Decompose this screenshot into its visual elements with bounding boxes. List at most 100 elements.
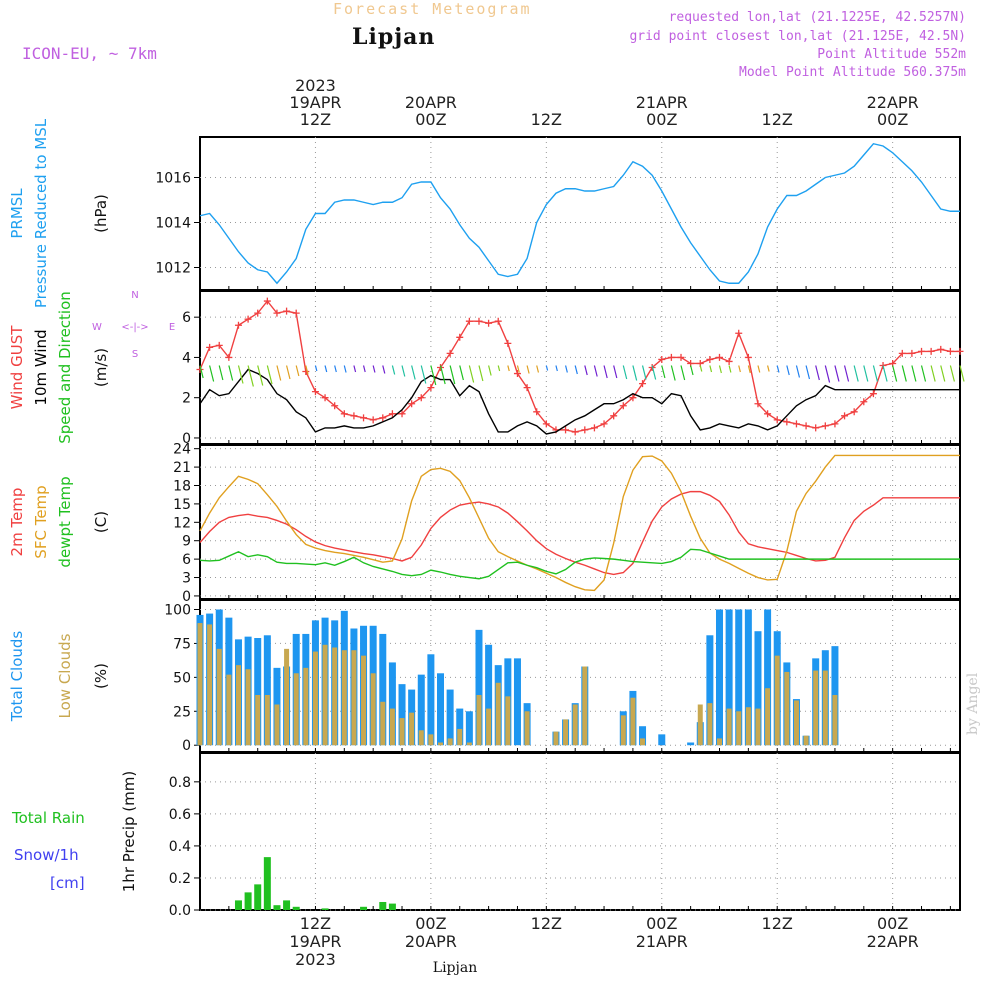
total-rain-bar: [244, 892, 252, 910]
gust-marker: [600, 420, 608, 428]
low-clouds-bar: [197, 623, 203, 746]
total-clouds-bar: [735, 609, 743, 746]
wind-arrow: [449, 365, 456, 385]
gust-marker: [802, 422, 810, 430]
low-clouds-bar: [322, 644, 328, 746]
top-time-tick-label: 12Z: [531, 110, 562, 129]
low-clouds-bar: [813, 670, 819, 746]
low-clouds-bar: [274, 704, 280, 746]
bottom-time-tick-label: 00Z: [646, 914, 677, 933]
wind-unit-label: (m/s): [92, 348, 110, 387]
gust-marker: [331, 402, 339, 410]
wind-arrow: [757, 365, 761, 373]
gust-marker: [821, 422, 829, 430]
gust-marker: [850, 408, 858, 416]
gust-marker: [311, 388, 319, 396]
location-title: Lipjan: [352, 24, 436, 50]
wind-arrow: [536, 365, 540, 373]
gust-marker: [590, 424, 598, 432]
total-rain-bar: [388, 903, 396, 910]
wind-axis-label: Wind GUST: [8, 325, 26, 410]
wind-arrow: [497, 365, 501, 372]
gust-marker: [773, 416, 781, 424]
top-time-tick-label: 21APR: [636, 93, 688, 112]
gust-marker: [446, 349, 454, 357]
gust-marker: [571, 428, 579, 436]
total-rain-bar: [234, 900, 242, 910]
gust-marker: [812, 424, 820, 432]
wind-arrow: [767, 365, 770, 372]
low-clouds-bar: [553, 731, 559, 746]
wind-arrow: [843, 365, 850, 382]
wind-frame: [199, 290, 961, 445]
total-clouds-bar: [263, 635, 271, 746]
low-clouds-bar: [447, 738, 453, 746]
precip-frame: [199, 752, 961, 911]
direction-key-w: W: [92, 322, 102, 333]
gust-marker: [427, 384, 435, 392]
top-time-tick-label: 00Z: [877, 110, 908, 129]
low-clouds-bar: [495, 682, 501, 746]
grid-point-coordinates: grid point closest lon,lat (21.125E, 42.…: [629, 29, 966, 44]
pressure-panel: [194, 136, 961, 291]
wind-arrow: [209, 365, 215, 382]
precip-y-tick-label: 0.0: [169, 903, 191, 919]
wind-arrow: [305, 365, 309, 375]
wind-y-tick-label: 4: [182, 350, 191, 366]
model-label: ICON-EU, ~ 7km: [22, 44, 157, 63]
2m-temp-line: [199, 490, 960, 576]
total-clouds-bar: [379, 633, 387, 746]
total-clouds-bar: [687, 742, 695, 746]
wind-arrow: [526, 365, 530, 374]
gust-marker: [706, 355, 714, 363]
gust-marker: [465, 317, 473, 325]
wind-arrow: [545, 365, 549, 371]
gust-marker: [744, 353, 752, 361]
bottom-location-label: Lipjan: [433, 960, 477, 976]
gust-marker: [677, 353, 685, 361]
gust-marker: [831, 420, 839, 428]
clouds-y-tick-label: 25: [173, 704, 191, 720]
gust-marker: [869, 390, 877, 398]
low-clouds-bar: [697, 704, 703, 746]
total-clouds-bar: [764, 609, 772, 746]
total-rain-bar: [360, 906, 368, 910]
wind-arrow: [218, 365, 224, 381]
wind-arrow: [430, 365, 437, 386]
low-clouds-bar: [399, 718, 405, 746]
clouds-axis-label: Total Clouds: [8, 631, 26, 723]
gust-marker: [764, 410, 772, 418]
wind-arrow: [314, 365, 318, 372]
gust-marker: [244, 315, 252, 323]
total-clouds-bar: [254, 638, 262, 746]
wind-arrow: [959, 365, 965, 382]
clouds-panel: [194, 599, 961, 753]
wind-arrow: [930, 365, 936, 382]
temperature-y-tick-label: 9: [182, 534, 191, 550]
low-clouds-bar: [563, 719, 569, 746]
precip-label-snow: Snow/1h: [14, 846, 79, 864]
low-clouds-bar: [207, 624, 213, 746]
wind-arrow: [786, 365, 790, 376]
low-clouds-bar: [284, 648, 290, 746]
low-clouds-bar: [457, 728, 463, 746]
gust-marker: [360, 414, 368, 422]
total-clouds-bar: [427, 654, 435, 746]
gust-marker: [273, 309, 281, 317]
wind-axis-label: Speed and Direction: [56, 291, 74, 444]
bottom-time-tick-label: 2023: [295, 950, 336, 969]
wind-arrow: [805, 365, 811, 380]
gust-marker: [234, 321, 242, 329]
sfc-temp-line: [199, 454, 960, 592]
wind-arrow: [391, 365, 396, 375]
wind-arrow: [815, 365, 820, 381]
temperature-y-tick-label: 6: [182, 552, 191, 568]
wind-arrow: [690, 365, 694, 376]
gust-marker: [956, 347, 964, 355]
temperature-y-tick-label: 12: [173, 515, 191, 531]
precip-label-rain: Total Rain: [11, 809, 85, 827]
top-time-tick-label: 00Z: [415, 110, 446, 129]
wind-arrow: [747, 365, 751, 374]
total-rain-bar: [292, 906, 300, 910]
precip-y-tick-label: 0.4: [169, 839, 191, 855]
